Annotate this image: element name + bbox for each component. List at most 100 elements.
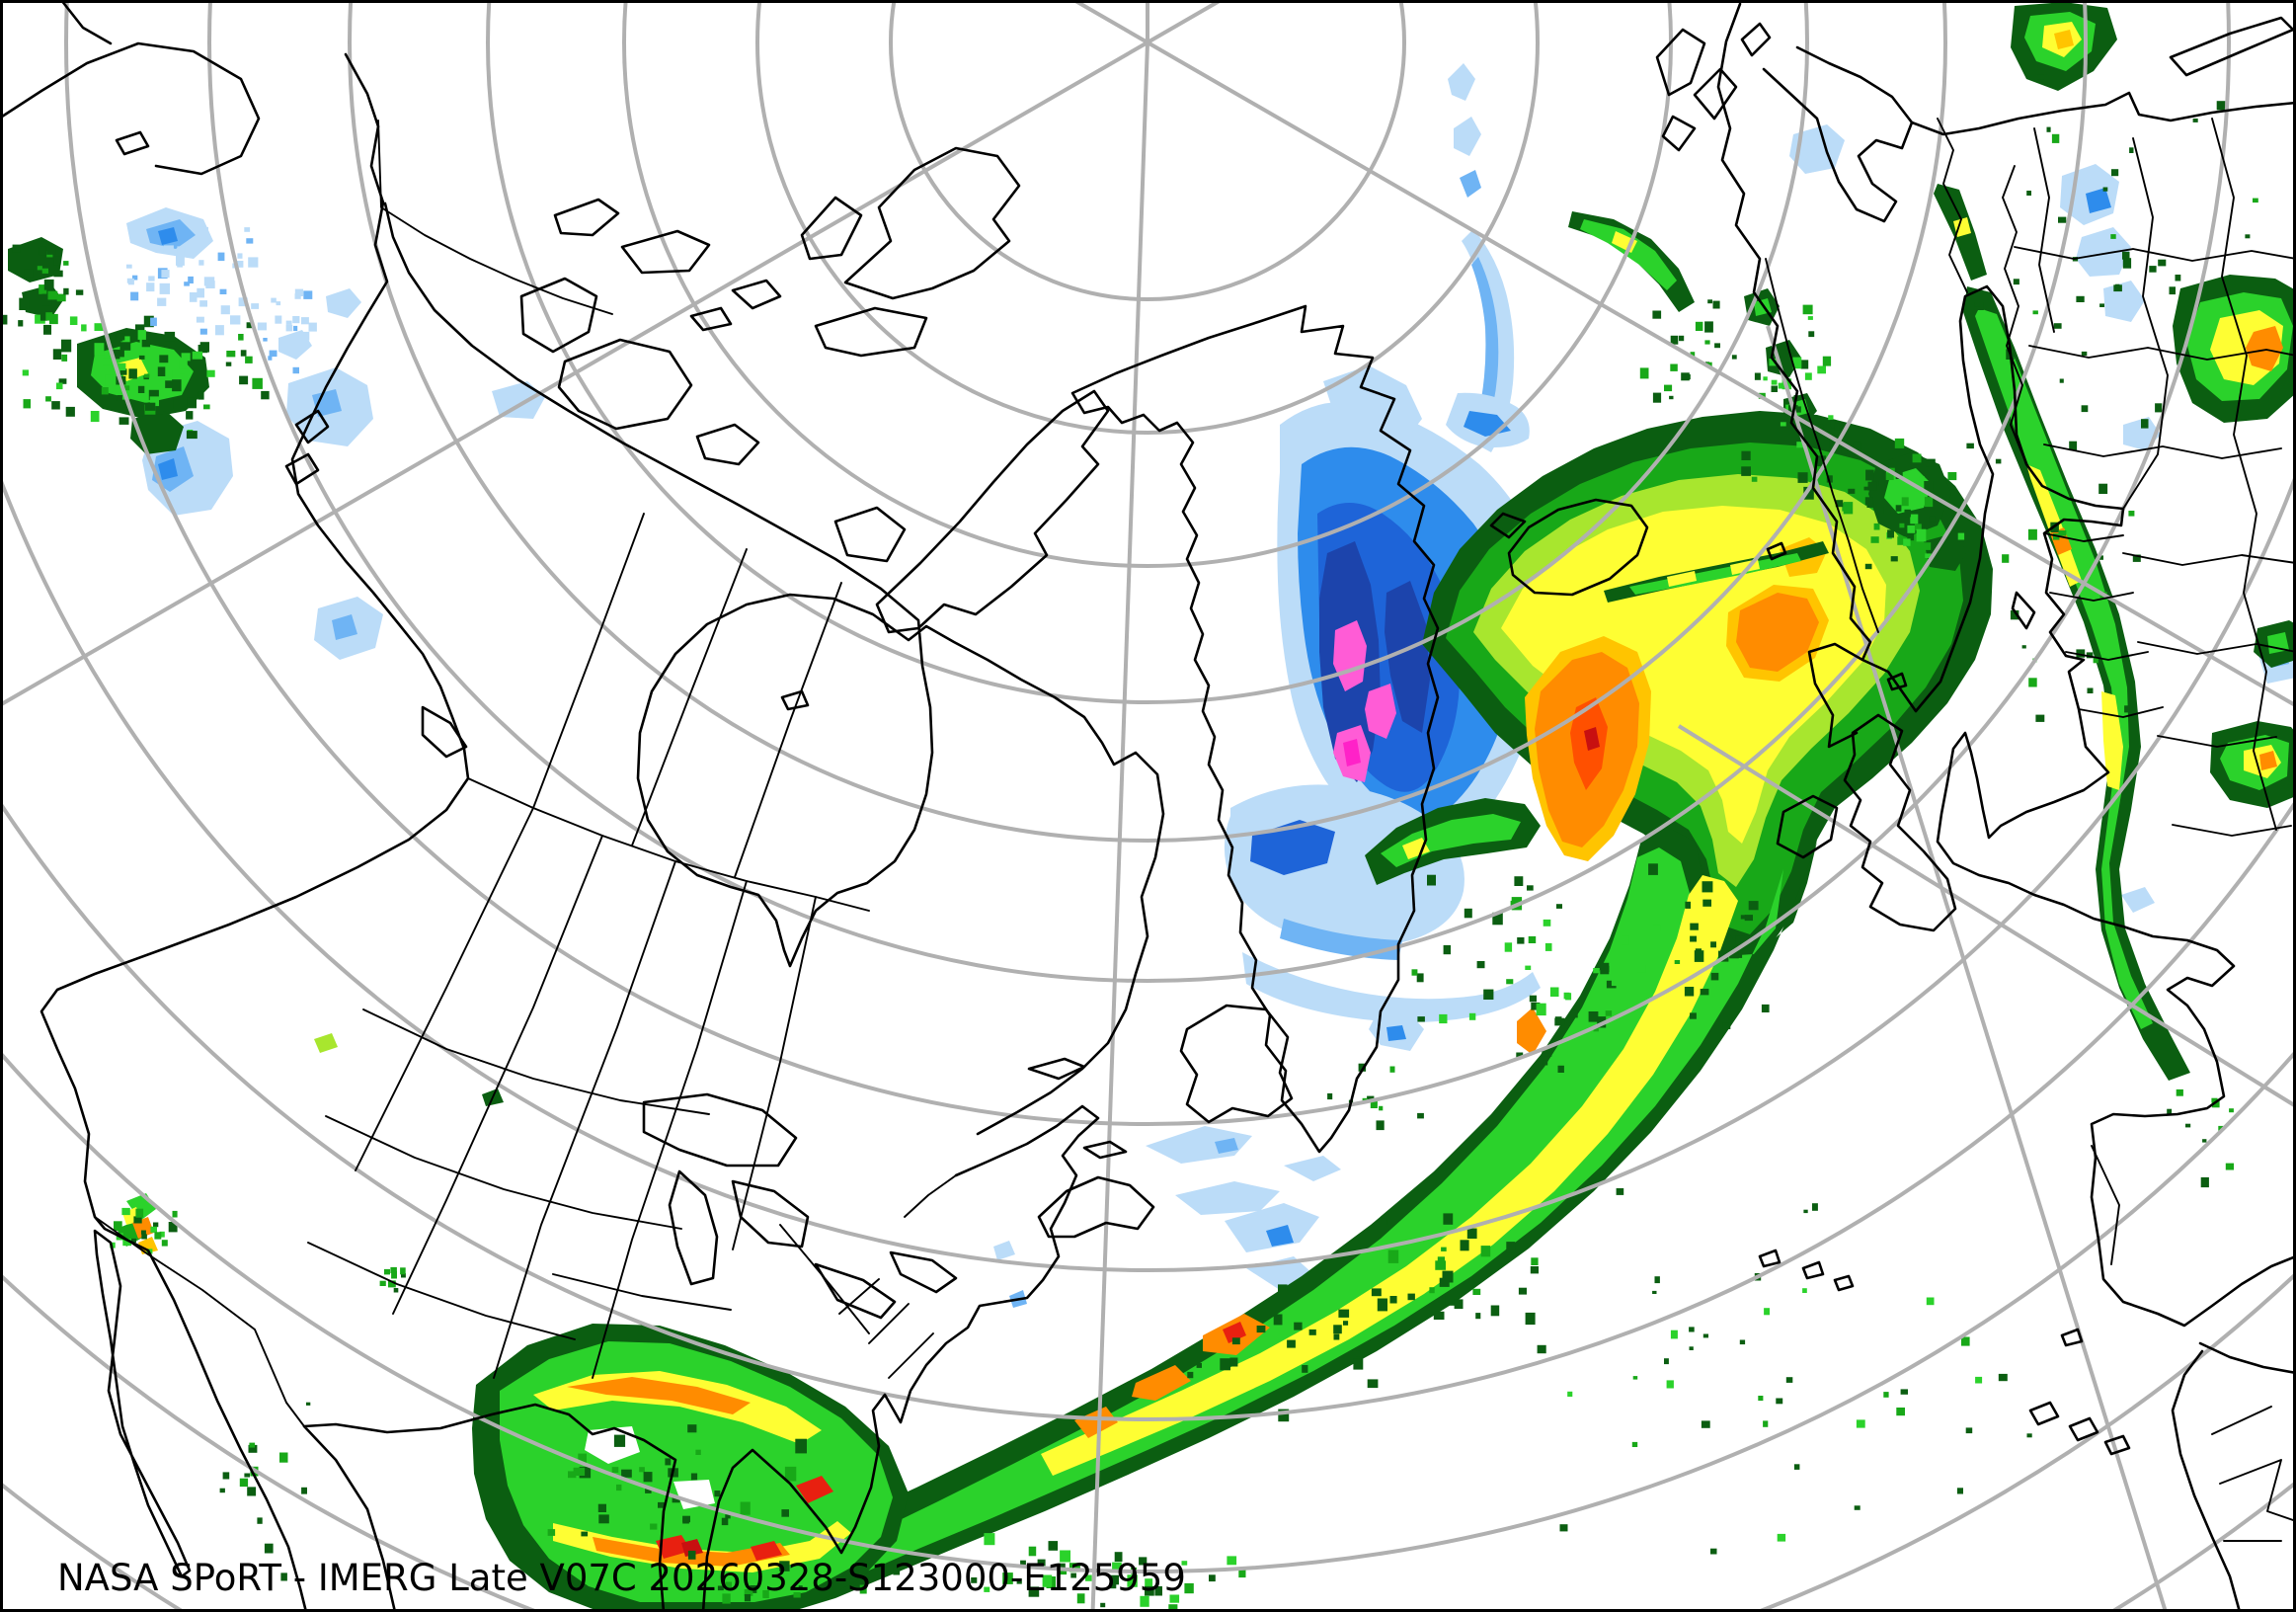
speckle <box>101 387 109 395</box>
speckle <box>597 1503 606 1512</box>
speckle <box>196 316 204 323</box>
speckle <box>2110 234 2116 239</box>
speckle <box>292 316 300 324</box>
speckle <box>581 1531 589 1537</box>
speckle <box>251 303 260 309</box>
speckle <box>1883 507 1891 515</box>
speckle <box>2026 191 2031 196</box>
speckle <box>2216 101 2226 111</box>
speckle <box>1416 973 1424 983</box>
speckle <box>672 1495 680 1503</box>
speckle <box>613 1434 626 1447</box>
speckle <box>1666 1380 1674 1389</box>
speckle <box>184 282 190 286</box>
speckle <box>2032 310 2038 315</box>
speckle <box>189 292 198 302</box>
speckle <box>1764 1308 1770 1316</box>
coast-ireland <box>1776 794 1839 859</box>
border-alaska-yukon-border <box>377 120 613 315</box>
speckle <box>1028 1586 1040 1597</box>
precip-speckle-russia-scatter <box>1974 74 2258 562</box>
speckle <box>279 1452 288 1463</box>
speckle <box>1929 516 1936 523</box>
speckle <box>1154 1586 1162 1596</box>
coast-svalbard-3 <box>1661 115 1697 152</box>
speckle <box>122 336 130 344</box>
speckle <box>1417 1016 1425 1022</box>
speckle <box>1706 362 1712 367</box>
speckle <box>39 246 46 256</box>
speckle <box>45 396 51 402</box>
speckle <box>246 322 253 329</box>
speckle <box>645 1488 652 1493</box>
speckle <box>1685 901 1691 909</box>
speckle <box>246 238 254 244</box>
speckle <box>261 390 270 400</box>
speckle <box>39 284 47 294</box>
precip-coastal-hole-2 <box>673 1480 715 1509</box>
speckle <box>2086 652 2094 659</box>
speckle <box>1894 438 1905 448</box>
parallel-circle <box>207 0 2088 983</box>
speckle <box>1702 881 1713 893</box>
speckle <box>41 293 52 306</box>
speckle <box>1020 1560 1026 1566</box>
precip-russia-edge-orange <box>2259 751 2277 770</box>
speckle <box>252 377 263 389</box>
speckle <box>149 396 159 407</box>
speckle <box>199 226 208 238</box>
speckle <box>1616 1188 1624 1195</box>
coast-chukotka-top <box>59 0 113 45</box>
speckle <box>1796 442 1804 448</box>
speckle <box>2013 279 2019 285</box>
precip-midatl-blue-1 <box>993 1241 1015 1260</box>
border-russia-mesh-h1 <box>2014 246 2296 262</box>
parallel-circle <box>755 0 1540 435</box>
speckle <box>1379 1218 1387 1226</box>
speckle <box>1763 376 1768 381</box>
coast-svalbard-2 <box>1693 67 1738 121</box>
speckle <box>1652 310 1662 319</box>
speckle <box>1556 904 1562 909</box>
speckle <box>1220 1358 1230 1371</box>
speckle <box>244 227 251 232</box>
speckle <box>721 1517 729 1526</box>
speckle <box>1923 542 1932 550</box>
speckle <box>1704 340 1710 345</box>
speckle <box>1912 453 1922 463</box>
speckle <box>1407 1293 1415 1301</box>
speckle <box>1287 1339 1296 1348</box>
speckle <box>244 1473 250 1478</box>
precip-plains-yg-dot <box>314 1033 338 1053</box>
speckle <box>1231 1337 1240 1345</box>
speckle <box>280 1572 287 1581</box>
speckle <box>263 338 268 342</box>
speckle <box>1977 301 1984 310</box>
speckle <box>1674 960 1681 964</box>
speckle <box>47 290 58 300</box>
speckle <box>18 320 24 327</box>
speckle <box>1544 942 1552 951</box>
speckle <box>1060 1550 1070 1563</box>
speckle <box>650 1523 658 1530</box>
precip-coastal-red-1 <box>656 1535 691 1559</box>
speckle <box>126 264 132 269</box>
coast-axel-heiberg <box>800 196 863 261</box>
coast-baja-peninsula <box>93 1229 192 1578</box>
border-state-radial-5 <box>732 896 817 1250</box>
speckle <box>239 375 249 385</box>
speckle <box>1731 355 1737 360</box>
speckle <box>292 366 299 374</box>
speckle <box>1957 532 1965 540</box>
speckle <box>148 389 159 401</box>
speckle <box>162 369 173 380</box>
speckle <box>2058 530 2067 536</box>
speckle <box>1483 989 1494 1000</box>
border-russia-mesh-h2 <box>2028 345 2296 361</box>
speckle <box>206 369 215 377</box>
speckle <box>1812 1203 1818 1211</box>
border-canada-prairie-2 <box>631 548 748 846</box>
speckle <box>2253 198 2258 203</box>
speckle <box>1702 1333 1708 1338</box>
